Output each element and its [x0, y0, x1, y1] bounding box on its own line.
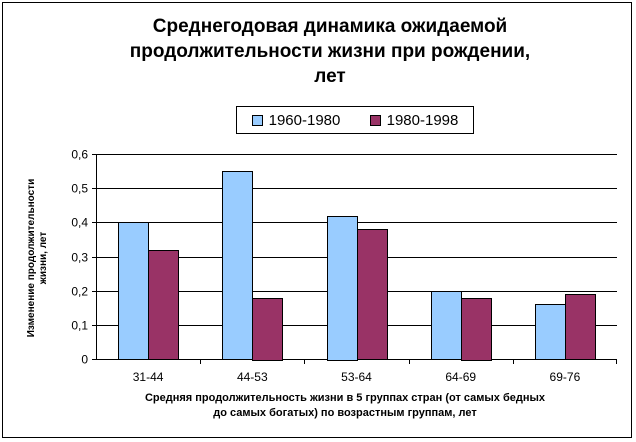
- bar-31-44-series-1: [118, 222, 149, 360]
- x-tick-label: 53-64: [341, 370, 372, 384]
- x-tick-label: 44-53: [237, 370, 268, 384]
- legend-label-series-1: 1960-1980: [268, 111, 341, 129]
- chart-frame: [2, 2, 632, 438]
- bar-53-64-series-1: [327, 216, 358, 361]
- legend-swatch-series-1: [251, 114, 263, 126]
- y-tick-label: 0,3: [71, 251, 88, 265]
- chart-legend: 1960-1980 1980-1998: [236, 106, 474, 134]
- bar-69-76-series-1: [535, 304, 566, 360]
- bar-31-44-series-2: [148, 250, 179, 360]
- y-tick-label: 0,2: [71, 285, 88, 299]
- legend-item-series-1: 1960-1980: [251, 111, 341, 129]
- legend-swatch-series-2: [369, 114, 381, 126]
- x-tick-label: 69-76: [550, 370, 581, 384]
- x-tick-label: 64-69: [445, 370, 476, 384]
- y-tick-label: 0,6: [71, 148, 88, 162]
- y-tick-label: 0: [81, 353, 88, 367]
- x-tick-label: 31-44: [133, 370, 164, 384]
- bar-64-69-series-2: [461, 298, 492, 361]
- y-tick-label: 0,5: [71, 182, 88, 196]
- bar-69-76-series-2: [565, 294, 596, 360]
- bar-44-53-series-2: [252, 298, 283, 361]
- y-tick-label: 0,4: [71, 216, 88, 230]
- legend-item-series-2: 1980-1998: [369, 111, 459, 129]
- bar-64-69-series-1: [431, 291, 462, 360]
- bar-44-53-series-1: [222, 171, 253, 360]
- y-axis-label: Изменение продолжительности жизни, лет: [26, 178, 49, 338]
- chart-title: Среднегодовая динамика ожидаемой продолж…: [129, 16, 531, 87]
- y-tick-label: 0,1: [71, 319, 88, 333]
- x-axis-label: Средняя продолжительность жизни в 5 груп…: [144, 392, 546, 419]
- bar-53-64-series-2: [357, 229, 388, 360]
- legend-label-series-2: 1980-1998: [386, 111, 459, 129]
